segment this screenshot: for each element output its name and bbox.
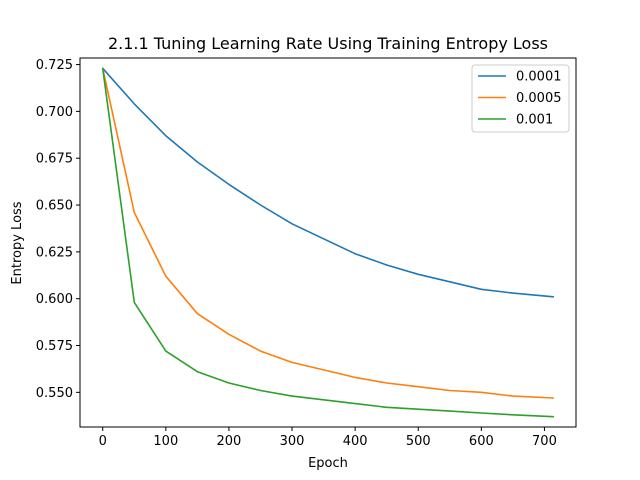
legend-label-2: 0.001 [516, 113, 553, 128]
axes-frame [79, 57, 577, 428]
chart-title: 2.1.1 Tuning Learning Rate Using Trainin… [108, 34, 548, 53]
x-tick-label: 300 [280, 434, 305, 449]
y-axis: 0.550 0.575 0.600 0.625 0.650 0.675 0.700 0.725 [36, 58, 80, 401]
y-axis-title: Entropy Loss [10, 201, 25, 284]
series-line-2 [101, 67, 555, 418]
x-axis: 0 100 200 300 400 500 600 700 [99, 427, 557, 449]
series-line-1 [101, 67, 555, 399]
y-tick-label: 0.550 [36, 386, 73, 401]
legend-box [471, 64, 570, 133]
x-tick-label: 700 [532, 434, 557, 449]
y-tick-label: 0.700 [36, 105, 73, 120]
y-tick-label: 0.675 [36, 152, 73, 167]
plot-area [79, 57, 577, 428]
y-tick-label: 0.650 [36, 199, 73, 214]
y-tick-label: 0.625 [36, 245, 73, 260]
x-axis-title: Epoch [308, 456, 348, 471]
legend-label-1: 0.0005 [516, 91, 562, 106]
legend: 0.0001 0.0005 0.001 [471, 64, 570, 133]
y-tick-label: 0.575 [36, 339, 73, 354]
y-tick-label: 0.600 [36, 292, 73, 307]
legend-label-0: 0.0001 [516, 70, 562, 85]
x-tick-label: 0 [99, 434, 107, 449]
series-lines [101, 67, 555, 418]
x-tick-label: 600 [469, 434, 494, 449]
series-line-0 [101, 67, 555, 298]
y-tick-label: 0.725 [36, 58, 73, 73]
x-tick-label: 500 [406, 434, 431, 449]
x-tick-label: 200 [217, 434, 242, 449]
x-tick-label: 100 [153, 434, 178, 449]
x-tick-label: 400 [343, 434, 368, 449]
